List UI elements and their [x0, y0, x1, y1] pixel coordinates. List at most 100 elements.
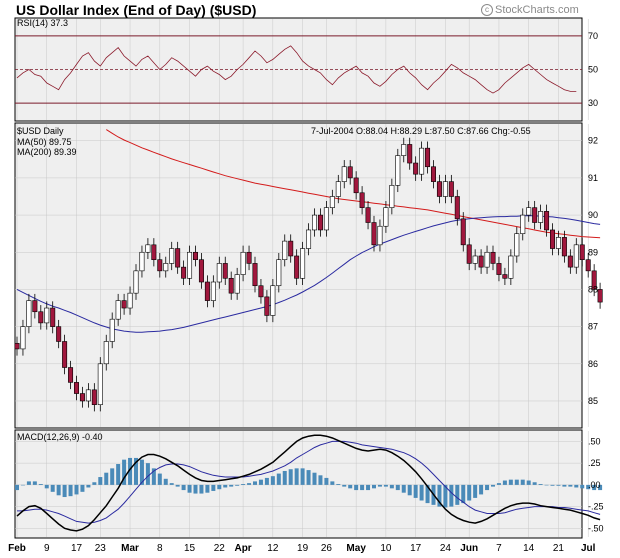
macd-histogram-bar — [479, 484, 484, 495]
macd-histogram-bar — [568, 484, 573, 487]
macd-line — [16, 434, 601, 532]
candle-body — [193, 251, 199, 260]
rsi-y-tick: 30 — [588, 98, 598, 108]
macd-histogram-bar — [354, 484, 359, 491]
candle-body — [484, 251, 490, 268]
rsi-y-tick: 70 — [588, 31, 598, 41]
candle-body — [549, 229, 555, 249]
price-y-ticks: 92 91 90 89 88 87 86 85 — [588, 136, 598, 406]
candle-body — [222, 263, 228, 279]
macd-histogram-bar — [104, 472, 109, 485]
macd-histogram-bar — [437, 484, 442, 507]
macd-histogram-bar — [86, 484, 91, 488]
macd-histogram-bar — [598, 484, 603, 491]
macd-histogram-bar — [330, 481, 335, 485]
candle-body — [276, 259, 282, 287]
rsi-bounds — [15, 35, 582, 104]
candle-body — [508, 255, 514, 279]
candle-body — [454, 196, 460, 220]
rsi-label: RSI(14) 37.3 — [17, 18, 68, 28]
candle-body — [448, 181, 454, 197]
candle-body — [68, 367, 74, 383]
macd-y-tick: -.25 — [588, 502, 604, 512]
candle-body — [282, 240, 288, 260]
x-axis-tick: Feb — [8, 543, 26, 554]
candle-body — [496, 263, 502, 275]
macd-histogram-bar — [502, 480, 507, 485]
macd-histogram-bar — [383, 484, 388, 487]
candle-body — [544, 211, 550, 231]
macd-histogram-bar — [229, 484, 234, 487]
candle-body — [97, 363, 103, 405]
candle-body — [103, 341, 109, 365]
candle-body — [252, 263, 258, 287]
macd-histogram-bar — [68, 484, 73, 497]
macd-histogram-bar — [288, 469, 293, 485]
candle-body — [26, 300, 32, 327]
price-y-tick: 89 — [588, 247, 598, 257]
price-y-tick: 92 — [588, 136, 598, 146]
price-y-tick: 91 — [588, 173, 598, 183]
macd-histogram-bar — [413, 484, 418, 498]
x-axis-tick: Jun — [460, 543, 478, 554]
brand-watermark: c StockCharts.com — [481, 4, 579, 16]
candle-body — [210, 281, 216, 301]
macd-histogram-bar — [407, 484, 412, 496]
macd-histogram-bar — [122, 459, 127, 485]
candle-body — [151, 244, 157, 260]
macd-histogram-bar — [532, 482, 537, 485]
x-axis-tick: 14 — [523, 543, 535, 554]
macd-histogram-bar — [116, 464, 121, 485]
macd-histogram-bar — [586, 484, 591, 490]
x-axis-ticks: Feb 9 17 23 Mar 8 15 22 Apr 12 19 26 May 10 17 24 Jun 7 14… — [8, 543, 596, 554]
candle-body — [139, 251, 145, 272]
macd-histogram-bar — [556, 484, 561, 486]
candle-body — [389, 185, 395, 208]
macd-histogram-bar — [366, 484, 371, 491]
candle-body — [425, 147, 431, 168]
candle-body — [514, 233, 520, 257]
candle-body — [585, 259, 591, 272]
macd-y-tick: .25 — [588, 458, 601, 468]
macd-histogram-bar — [336, 484, 341, 485]
macd-histogram-bar — [92, 482, 97, 485]
rsi-panel: RSI(14) 37.3 70 50 30 — [14, 17, 598, 122]
candle-body — [436, 181, 442, 197]
macd-y-tick: -.50 — [588, 523, 604, 533]
macd-histogram-bar — [253, 481, 257, 485]
macd-histogram-bar — [312, 472, 317, 485]
candle-body — [181, 266, 187, 279]
x-axis-tick: 22 — [214, 543, 226, 554]
macd-histogram-bar — [342, 484, 347, 487]
x-axis-tick: Mar — [121, 543, 139, 554]
macd-histogram-bar — [62, 484, 67, 498]
signal-line — [17, 440, 601, 524]
candle-body — [216, 263, 222, 283]
candle-body — [442, 181, 448, 197]
macd-histogram-bar — [467, 484, 472, 501]
candle-body — [401, 144, 407, 156]
candle-body — [579, 244, 585, 260]
macd-panel: MACD(12,26,9) -0.40 .50 .25 .00 -.25 -.50 — [14, 429, 604, 539]
candle-body — [145, 244, 151, 253]
macd-histogram-bar — [485, 484, 490, 491]
ma50-label: MA(50) 89.75 — [17, 137, 72, 147]
macd-histogram-bar — [455, 484, 460, 505]
macd-histogram-bar — [508, 479, 513, 485]
macd-histogram-bar — [80, 484, 85, 492]
candle-body — [395, 155, 401, 186]
macd-histogram-bar — [520, 479, 525, 485]
candle-body — [115, 300, 121, 320]
candle-body — [234, 274, 240, 294]
candle-body — [246, 251, 252, 264]
macd-histogram-bar — [145, 463, 150, 485]
rsi-y-ticks: 70 50 30 — [588, 31, 598, 108]
macd-histogram-bar — [360, 484, 365, 491]
macd-histogram-bar — [300, 468, 305, 485]
candle-body — [335, 181, 341, 197]
candle-body — [163, 263, 169, 272]
macd-y-ticks: .50 .25 .00 -.25 -.50 — [588, 436, 604, 533]
macd-histogram-bar — [318, 475, 323, 485]
price-y-tick: 86 — [588, 359, 598, 369]
